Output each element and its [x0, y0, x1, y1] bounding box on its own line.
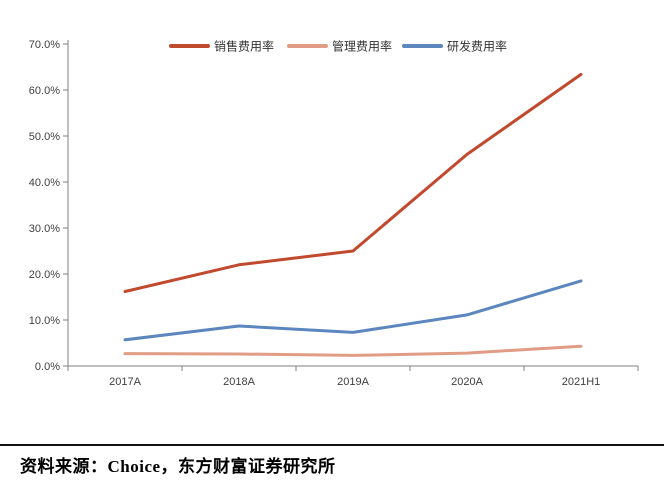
y-axis-labels: 0.0% 10.0% 20.0% 30.0% 40.0% 50.0% 60.0% 70.0%: [29, 39, 60, 373]
y-tick-label: 50.0%: [29, 131, 60, 143]
y-tick-label: 40.0%: [29, 177, 60, 189]
y-tick-label: 0.0%: [35, 361, 60, 373]
legend-label-0: 销售费用率: [214, 39, 274, 54]
x-category-label: 2021H1: [562, 376, 601, 388]
y-tick-label: 10.0%: [29, 315, 60, 327]
y-tick-label: 20.0%: [29, 269, 60, 281]
x-category-label: 2019A: [337, 376, 369, 388]
source-note: 资料来源：Choice，东方财富证券研究所: [20, 457, 336, 476]
chart-legend: 销售费用率 管理费用率 研发费用率: [169, 39, 507, 54]
legend-label-1: 管理费用率: [332, 39, 392, 54]
y-tick-label: 70.0%: [29, 39, 60, 51]
x-axis-labels: 2017A 2018A 2019A 2020A 2021H1: [109, 376, 600, 388]
x-axis-ticks: [67, 366, 639, 371]
y-axis-ticks: [63, 43, 68, 367]
x-category-label: 2020A: [451, 376, 483, 388]
x-category-label: 2017A: [109, 376, 141, 388]
series-lines: [123, 72, 583, 357]
expense-ratio-line-chart: 0.0%10.0%20.0%30.0%40.0%50.0%60.0%70.0% …: [29, 39, 639, 388]
y-tick-label: 60.0%: [29, 85, 60, 97]
series-line-1: [123, 344, 583, 357]
x-category-label: 2018A: [223, 376, 255, 388]
series-line-0: [123, 72, 583, 293]
footer-divider: [0, 444, 664, 446]
series-line-2: [123, 279, 583, 342]
y-tick-label: 30.0%: [29, 223, 60, 235]
legend-label-2: 研发费用率: [447, 39, 507, 54]
